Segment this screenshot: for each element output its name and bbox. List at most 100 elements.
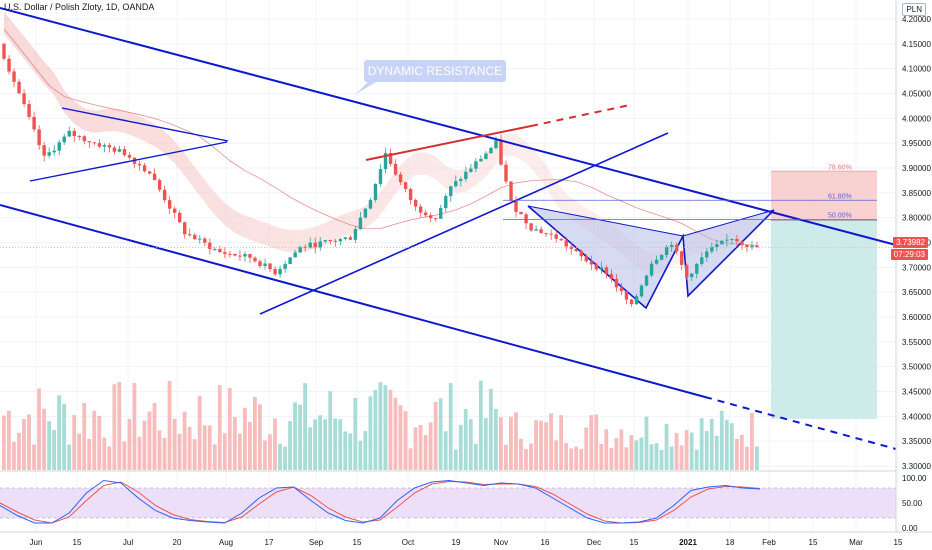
volume-bar	[7, 410, 11, 470]
volume-bar	[363, 431, 368, 470]
pattern-ce-line	[682, 209, 775, 237]
candle-body	[358, 217, 363, 230]
candle-body	[343, 237, 348, 239]
bat-pattern[interactable]	[527, 205, 775, 310]
volume-bar	[298, 404, 302, 470]
candle-body	[589, 261, 594, 265]
candle-body	[755, 245, 759, 248]
volume-bar	[483, 418, 488, 470]
candle-body	[464, 171, 468, 180]
candle-body	[97, 143, 102, 147]
volume-bar	[714, 435, 719, 470]
volume-bar	[383, 385, 388, 470]
volume-bar	[679, 445, 684, 470]
volume-bar	[694, 449, 699, 470]
volume-bar	[639, 437, 644, 470]
candle-body	[12, 71, 16, 82]
time-tick-label: 20	[173, 538, 182, 547]
candle-body	[509, 181, 513, 201]
volume-bar	[77, 433, 82, 470]
volume-bar	[132, 383, 137, 470]
volume-bar	[393, 397, 398, 470]
volume-bar	[453, 449, 458, 470]
price-tick-label: 4.10000	[902, 65, 931, 74]
dynamic-resistance-label[interactable]: DYNAMIC RESISTANCE	[364, 60, 506, 82]
volume-bar	[157, 430, 162, 470]
candle-body	[454, 181, 458, 187]
time-tick-label: 19	[452, 538, 461, 547]
candle-body	[685, 264, 689, 278]
volume-bar	[152, 402, 157, 470]
candle-body	[654, 259, 659, 264]
time-tick-label: Mar	[849, 538, 863, 547]
volume-bar	[338, 419, 343, 470]
candle-body	[373, 183, 378, 200]
volume-bar	[247, 421, 252, 470]
candle-body	[494, 140, 498, 149]
time-tick-label: Nov	[494, 538, 508, 547]
candle-body	[32, 116, 36, 130]
red-resistance-line	[365, 125, 532, 161]
price-tick-label: 3.35000	[902, 437, 931, 446]
volume-bar	[669, 446, 674, 470]
volume-bar	[604, 429, 609, 470]
volume-bar	[509, 416, 513, 470]
price-tick-label: 3.45000	[902, 388, 931, 397]
candle-body	[659, 254, 664, 260]
volume-bar	[72, 415, 77, 470]
oscillator-tick-label: 50.00	[902, 499, 923, 508]
price-axis[interactable]: 4.20000 4.15000 4.10000 4.05000 4.00000 3.950…	[895, 0, 931, 533]
volume-bar	[197, 395, 202, 470]
candle-body	[167, 200, 172, 209]
ma-cloud	[3, 11, 758, 275]
symbol-title[interactable]: U.S. Dollar / Polish Zloty, 1D, OANDA	[4, 2, 155, 12]
oscillator-tick-label: 0.00	[902, 524, 918, 533]
volume-bar	[62, 403, 67, 470]
volume-bar	[107, 446, 112, 470]
trendlines[interactable]	[0, 7, 896, 492]
candle-body	[398, 174, 403, 183]
pattern-left-triangle	[528, 206, 683, 308]
candle-body	[353, 229, 358, 240]
candle-body	[584, 256, 589, 262]
candle-body	[72, 130, 76, 137]
volume-bar	[242, 407, 247, 470]
volume-bar	[473, 443, 478, 470]
candle-body	[82, 136, 87, 142]
volume-bar	[2, 415, 6, 470]
candle-body	[77, 136, 81, 138]
volume-bar	[584, 427, 589, 470]
candle-body	[614, 278, 619, 288]
volume-bar	[504, 444, 508, 470]
volume-bar	[318, 415, 323, 470]
candle-body	[474, 161, 478, 169]
volume-bar	[609, 447, 614, 470]
volume-bar	[323, 419, 328, 470]
volume-bar	[102, 437, 107, 470]
candle-body	[644, 275, 649, 286]
candle-body	[695, 263, 699, 274]
candle-body	[700, 257, 704, 264]
triangle-lower-line	[29, 141, 228, 182]
candle-body	[67, 130, 71, 137]
volume-bar	[579, 449, 584, 470]
candle-body	[469, 168, 473, 172]
fib-level-label: 50.00%	[828, 213, 852, 220]
time-tick-label: 17	[265, 538, 274, 547]
volume-bar	[478, 380, 483, 470]
candle-body	[524, 214, 528, 224]
candle-body	[338, 238, 343, 242]
volume-bar	[328, 391, 333, 470]
volume-bar	[549, 413, 553, 470]
triangle-upper-line	[61, 107, 229, 142]
volume-bar	[589, 415, 594, 470]
candle-body	[564, 240, 568, 247]
currency-badge[interactable]: PLN	[902, 3, 926, 16]
candle-body	[624, 291, 629, 300]
volume-bar	[353, 397, 358, 470]
candle-body	[740, 241, 744, 245]
stoch-k-line	[0, 479, 761, 524]
time-axis[interactable]: Jun 15 Jul 20 Aug 17 Sep 15 Oct 19 Nov 16 Dec 15 2021 1…	[30, 538, 903, 547]
candle-body	[213, 248, 217, 250]
